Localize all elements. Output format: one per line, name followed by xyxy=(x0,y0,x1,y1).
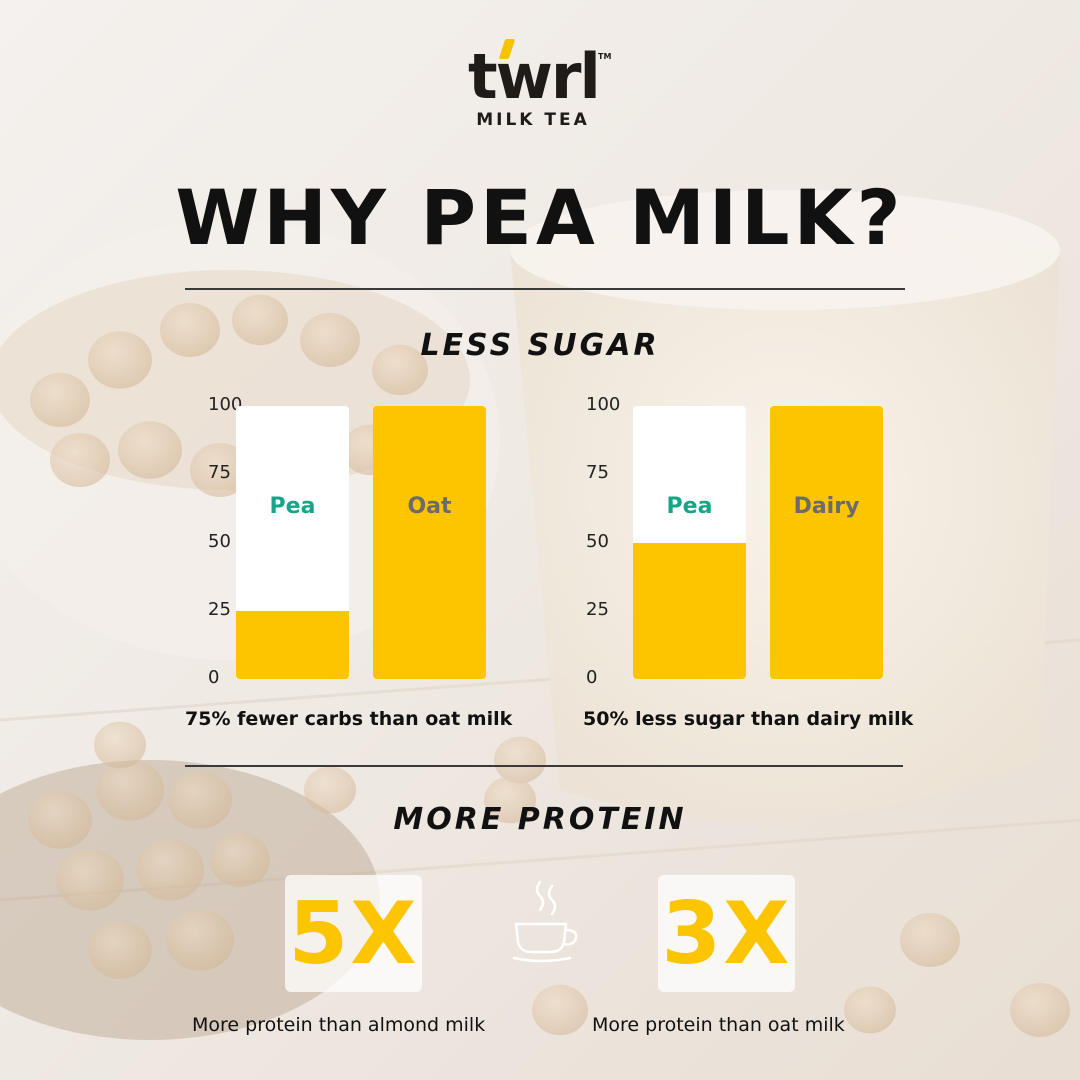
brand-logo: twrl TM MILK TEA xyxy=(440,28,640,138)
section-title-sugar: LESS SUGAR xyxy=(420,328,660,363)
brand-wordmark: twrl xyxy=(468,40,601,113)
stat-box-almond: 5X xyxy=(285,875,422,992)
stat-caption-oat: More protein than oat milk xyxy=(592,1014,845,1036)
y-tick-label: 0 xyxy=(586,667,598,688)
bar-fill-pea xyxy=(633,542,746,679)
bar-label-oat: Oat xyxy=(407,494,452,519)
y-tick-label: 50 xyxy=(208,530,231,552)
brand-tagline: MILK TEA xyxy=(476,110,590,130)
bar-fill-oat xyxy=(373,406,486,679)
trademark-symbol: TM xyxy=(598,52,612,61)
chart-caption-oat: 75% fewer carbs than oat milk xyxy=(185,708,513,730)
bar-label-pea: Pea xyxy=(269,494,316,519)
divider-middle xyxy=(185,765,903,767)
divider-top xyxy=(185,288,905,290)
page-title: WHY PEA MILK? xyxy=(175,173,905,262)
bar-label-pea: Pea xyxy=(666,494,713,519)
y-tick-label: 75 xyxy=(208,462,231,484)
y-tick-label: 75 xyxy=(586,462,609,484)
stat-box-oat: 3X xyxy=(658,875,795,992)
chart-caption-dairy: 50% less sugar than dairy milk xyxy=(583,708,914,730)
y-tick-label: 50 xyxy=(586,530,609,552)
stat-value-almond: 5X xyxy=(288,883,419,984)
y-tick-label: 25 xyxy=(208,598,231,620)
coffee-cup-icon xyxy=(512,880,578,963)
y-tick-label: 25 xyxy=(586,598,609,620)
y-tick-label: 100 xyxy=(208,394,243,415)
bar-fill-pea xyxy=(236,610,349,679)
bar-oat xyxy=(373,406,486,679)
y-tick-label: 0 xyxy=(208,667,220,688)
bar-dairy xyxy=(770,406,883,679)
y-tick-label: 100 xyxy=(586,394,621,415)
bar-pea xyxy=(236,406,349,679)
bar-label-dairy: Dairy xyxy=(793,494,860,519)
stat-caption-almond: More protein than almond milk xyxy=(192,1014,486,1036)
bar-fill-dairy xyxy=(770,406,883,679)
stat-value-oat: 3X xyxy=(661,883,792,984)
section-title-protein: MORE PROTEIN xyxy=(393,802,687,837)
bar-pea xyxy=(633,406,746,679)
